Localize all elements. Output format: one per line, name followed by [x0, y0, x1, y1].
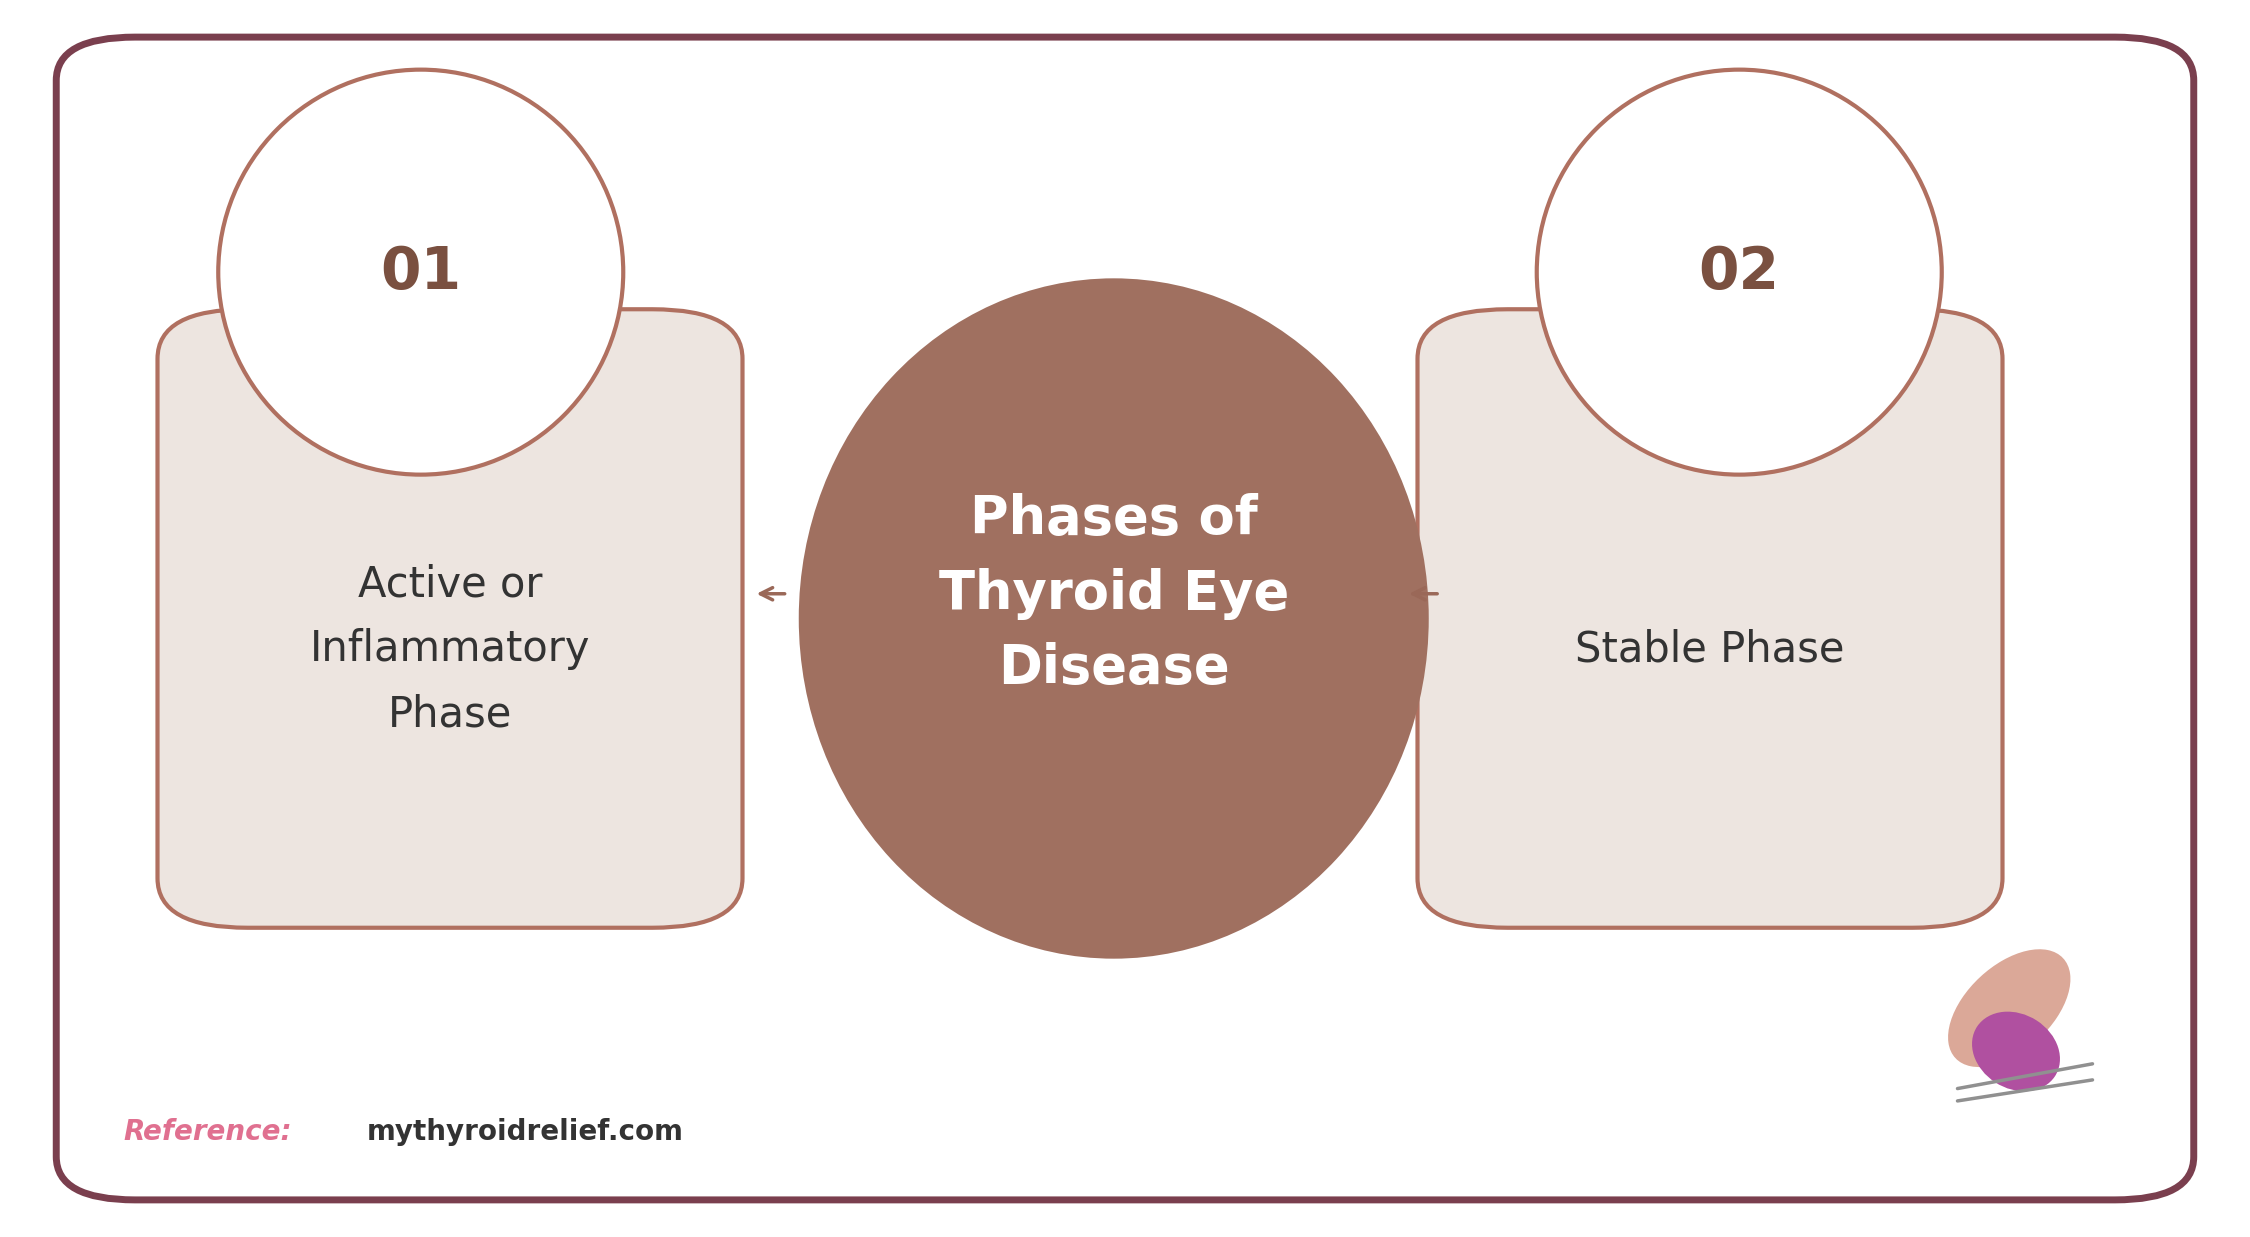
FancyBboxPatch shape	[158, 309, 742, 928]
Text: 02: 02	[1699, 244, 1780, 301]
Ellipse shape	[1537, 69, 1942, 475]
Ellipse shape	[218, 69, 623, 475]
Ellipse shape	[1971, 1012, 2061, 1091]
Ellipse shape	[1948, 949, 2070, 1068]
Text: 01: 01	[380, 244, 461, 301]
Text: Active or
Inflammatory
Phase: Active or Inflammatory Phase	[310, 563, 590, 736]
Text: Phases of
Thyroid Eye
Disease: Phases of Thyroid Eye Disease	[938, 494, 1289, 694]
FancyBboxPatch shape	[1418, 309, 2002, 928]
Text: mythyroidrelief.com: mythyroidrelief.com	[367, 1118, 684, 1145]
FancyBboxPatch shape	[56, 37, 2194, 1200]
Text: Stable Phase: Stable Phase	[1575, 628, 1845, 670]
Ellipse shape	[799, 278, 1429, 959]
Text: Reference:: Reference:	[124, 1118, 292, 1145]
